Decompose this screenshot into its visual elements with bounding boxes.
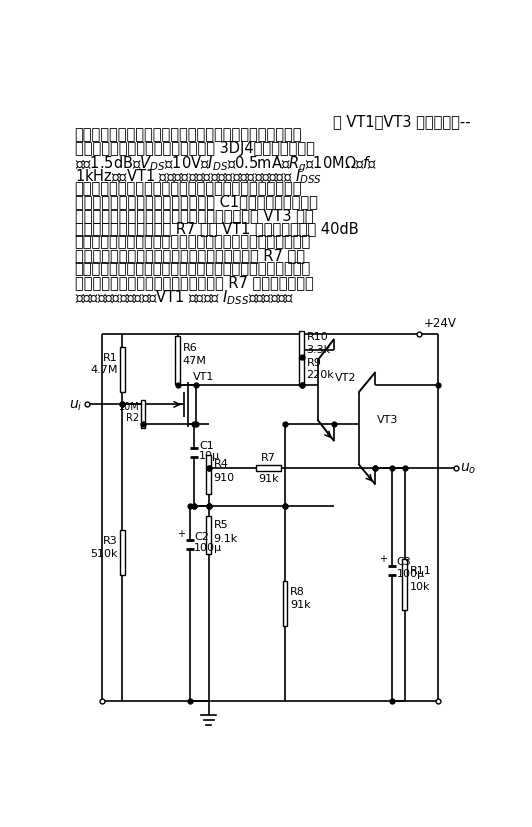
Text: R5: R5 [214,519,228,529]
Bar [206,516,211,555]
Text: VT2: VT2 [335,373,357,383]
Bar [120,531,124,576]
Bar [402,559,407,610]
Text: 数＜1.5dB（$V_{DS}$＝10V，$I_{DS}$＝0.5mA，$R_g$＝10MΩ，$f$＝: 数＜1.5dB（$V_{DS}$＝10V，$I_{DS}$＝0.5mA，$R_g… [74,154,377,174]
Bar [120,347,124,392]
Text: R3: R3 [103,535,118,545]
Text: R10: R10 [306,332,328,342]
Text: 9.1k: 9.1k [214,533,238,543]
Text: C1: C1 [200,440,214,450]
Bar [282,581,287,626]
Text: 左右深度的负反馈。这使放大器的增益稳定性、频率特性、各: 左右深度的负反馈。这使放大器的增益稳定性、频率特性、各 [74,234,311,249]
Text: 10M: 10M [119,401,139,411]
Text: C3: C3 [396,557,411,566]
Text: 91k: 91k [258,474,279,484]
Text: VT1: VT1 [193,371,214,381]
Text: 100μ: 100μ [396,568,425,578]
Text: VT3: VT3 [377,414,398,424]
Text: R2: R2 [127,413,139,423]
Text: +: + [177,528,185,538]
Text: 1kHz）。VT1 的静态漏极电流调整在接近饱和漏极电流 $I_{DSS}$: 1kHz）。VT1 的静态漏极电流调整在接近饱和漏极电流 $I_{DSS}$ [74,167,322,186]
Text: +24V: +24V [424,317,457,330]
Bar [206,456,211,494]
Text: 管直流工作点的稳定度等都得到较大提高。改变 R7 的阵: 管直流工作点的稳定度等都得到较大提高。改变 R7 的阵 [74,247,305,263]
Text: 10k: 10k [410,581,430,591]
Text: 値，可引起负反馈量的改变，从而使放大器的总增益改变。如: 値，可引起负反馈量的改变，从而使放大器的总增益改变。如 [74,261,311,276]
Text: 10μ: 10μ [200,451,220,461]
Text: 极取出负反馈信号，通过 R7 加到 VT1 的源极上，完成 40dB: 极取出负反馈信号，通过 R7 加到 VT1 的源极上，完成 40dB [74,221,359,236]
Text: +: + [379,553,387,563]
Text: $u_i$: $u_i$ [69,398,82,412]
Text: R1: R1 [103,352,118,362]
Text: 高输入际抗，电路中设置了自举电容 C1，从而使输入际抗提: 高输入际抗，电路中设置了自举电容 C1，从而使输入际抗提 [74,194,318,209]
Bar [299,357,304,385]
Bar [140,400,145,428]
Text: R4: R4 [214,458,229,468]
Text: 510k: 510k [90,548,118,558]
Text: 220k: 220k [306,370,334,380]
Text: R11: R11 [410,566,431,576]
Bar [256,466,281,471]
Text: 对增益等稳定性无较高的要求，则可将 R7 适当增大，以减: 对增益等稳定性无较高的要求，则可将 R7 适当增大，以减 [74,275,313,289]
Text: 910: 910 [214,472,235,482]
Text: 弱负反馈，提高总增益。VT1 一般选用 $I_{DSS}$较小的管子。: 弱负反馈，提高总增益。VT1 一般选用 $I_{DSS}$较小的管子。 [74,288,294,307]
Text: 由 VT1～VT3 组成。它是--: 由 VT1～VT3 组成。它是-- [333,114,470,129]
Text: 4.7M: 4.7M [90,365,118,375]
Text: 高到足以满足各种常见高输出信号源的要求。由 VT3 的射: 高到足以满足各种常见高输出信号源的要求。由 VT3 的射 [74,208,313,222]
Text: R7: R7 [261,452,276,462]
Text: $u_o$: $u_o$ [460,461,477,476]
Text: R8: R8 [290,586,305,596]
Text: 3.3k: 3.3k [306,344,330,354]
Text: 47M: 47M [183,356,206,366]
Bar [299,332,304,360]
Text: R6: R6 [183,342,197,352]
Text: 个三级直接耦合电路，省去了耦合电容。为了降低噪声，放: 个三级直接耦合电路，省去了耦合电容。为了降低噪声，放 [74,127,302,142]
Text: 大电路的第一级使用低噪声场效应管 3DJ4，其低频噪声系: 大电路的第一级使用低噪声场效应管 3DJ4，其低频噪声系 [74,141,314,155]
Text: 91k: 91k [290,599,311,609]
Bar [176,336,180,385]
Text: C2: C2 [194,531,209,541]
Text: R9: R9 [306,357,321,367]
Text: 附近，以获得较大的跨导及进一步降低噪声。为了有效地提: 附近，以获得较大的跨导及进一步降低噪声。为了有效地提 [74,181,302,196]
Text: 100μ: 100μ [194,543,222,552]
